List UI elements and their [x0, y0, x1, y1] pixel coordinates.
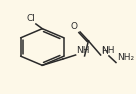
- Text: H: H: [101, 47, 108, 56]
- Text: NH₂: NH₂: [117, 53, 134, 62]
- Text: NH: NH: [101, 45, 115, 55]
- Text: NH: NH: [77, 45, 90, 55]
- Text: Cl: Cl: [26, 14, 35, 24]
- Text: O: O: [71, 22, 78, 31]
